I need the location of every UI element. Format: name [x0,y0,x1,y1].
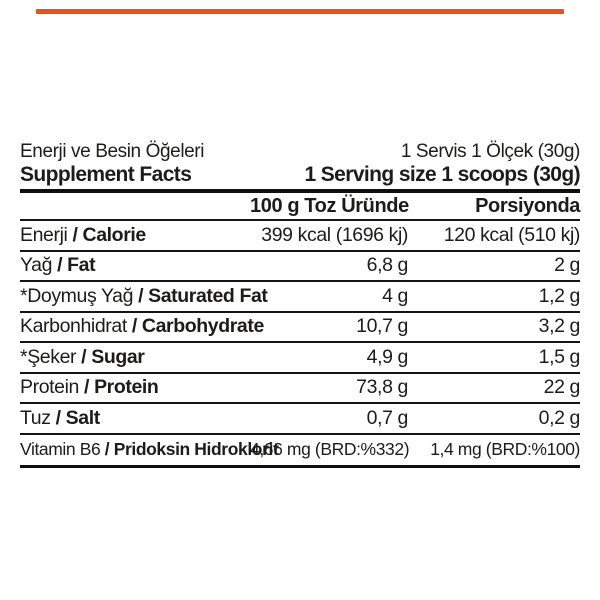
row-label: *Doymuş Yağ / Saturated Fat [20,284,268,307]
row-value-portion: 3,2 g [538,315,581,338]
row-value-portion: 1,5 g [538,345,581,368]
table-title-row-english: Supplement Facts 1 Serving size 1 scoops… [20,162,581,187]
column-header-row: 100 g Toz Üründe Porsiyonda [20,193,580,221]
table-bottom-rule [20,464,580,468]
column-header-portion: Porsiyonda [475,194,580,217]
row-value-portion: 0,2 g [538,406,581,429]
top-accent-bar [36,9,564,14]
row-label: Tuz / Salt [20,406,100,429]
supplement-facts-table: Enerji ve Besin Öğeleri 1 Servis 1 Ölçek… [20,141,581,468]
row-value-per-100g: 399 kcal (1696 kj) [261,223,408,246]
row-label: *Şeker / Sugar [20,345,145,368]
row-value-portion: 120 kcal (510 kj) [443,223,581,246]
row-label: Protein / Protein [20,376,159,399]
row-value-per-100g: 6,8 g [366,254,409,277]
table-row-sugar: *Şeker / Sugar 4,9 g 1,5 g [20,343,580,374]
header-divider-rule [20,189,580,193]
row-value-portion: 1,4 mg (BRD:%100) [430,439,580,459]
table-title-row-turkish: Enerji ve Besin Öğeleri 1 Servis 1 Ölçek… [20,141,580,162]
table-row-vitamin-b6: Vitamin B6 / Pridoksin Hidroklorit 4,66 … [20,435,580,465]
serving-size-turkish: 1 Servis 1 Ölçek (30g) [400,140,581,162]
row-value-per-100g: 4,66 mg (BRD:%332) [250,439,410,459]
table-row-saturated-fat: *Doymuş Yağ / Saturated Fat 4 g 1,2 g [20,282,580,313]
row-label: Yağ / Fat [20,254,96,277]
table-row-fat: Yağ / Fat 6,8 g 2 g [20,252,580,282]
row-value-portion: 1,2 g [538,284,581,307]
table-row-protein: Protein / Protein 73,8 g 22 g [20,374,581,404]
row-value-portion: 2 g [554,254,580,277]
row-value-per-100g: 0,7 g [366,406,409,429]
column-header-per-100g: 100 g Toz Üründe [250,194,409,217]
row-value-per-100g: 73,8 g [356,376,408,399]
table-row-salt: Tuz / Salt 0,7 g 0,2 g [20,404,580,435]
row-label: Vitamin B6 / Pridoksin Hidroklorit [20,439,279,459]
table-row-carbohydrate: Karbonhidrat / Carbohydrate 10,7 g 3,2 g [20,313,581,343]
row-value-per-100g: 4,9 g [366,345,409,368]
row-label: Karbonhidrat / Carbohydrate [20,315,264,338]
title-turkish: Enerji ve Besin Öğeleri [20,140,205,162]
title-english: Supplement Facts [20,162,192,186]
row-label: Enerji / Calorie [20,223,146,246]
row-value-portion: 22 g [543,376,581,399]
row-value-per-100g: 4 g [382,284,408,307]
row-value-per-100g: 10,7 g [356,315,408,338]
table-row-calorie: Enerji / Calorie 399 kcal (1696 kj) 120 … [20,221,580,252]
serving-size-english: 1 Serving size 1 scoops (30g) [304,162,580,186]
